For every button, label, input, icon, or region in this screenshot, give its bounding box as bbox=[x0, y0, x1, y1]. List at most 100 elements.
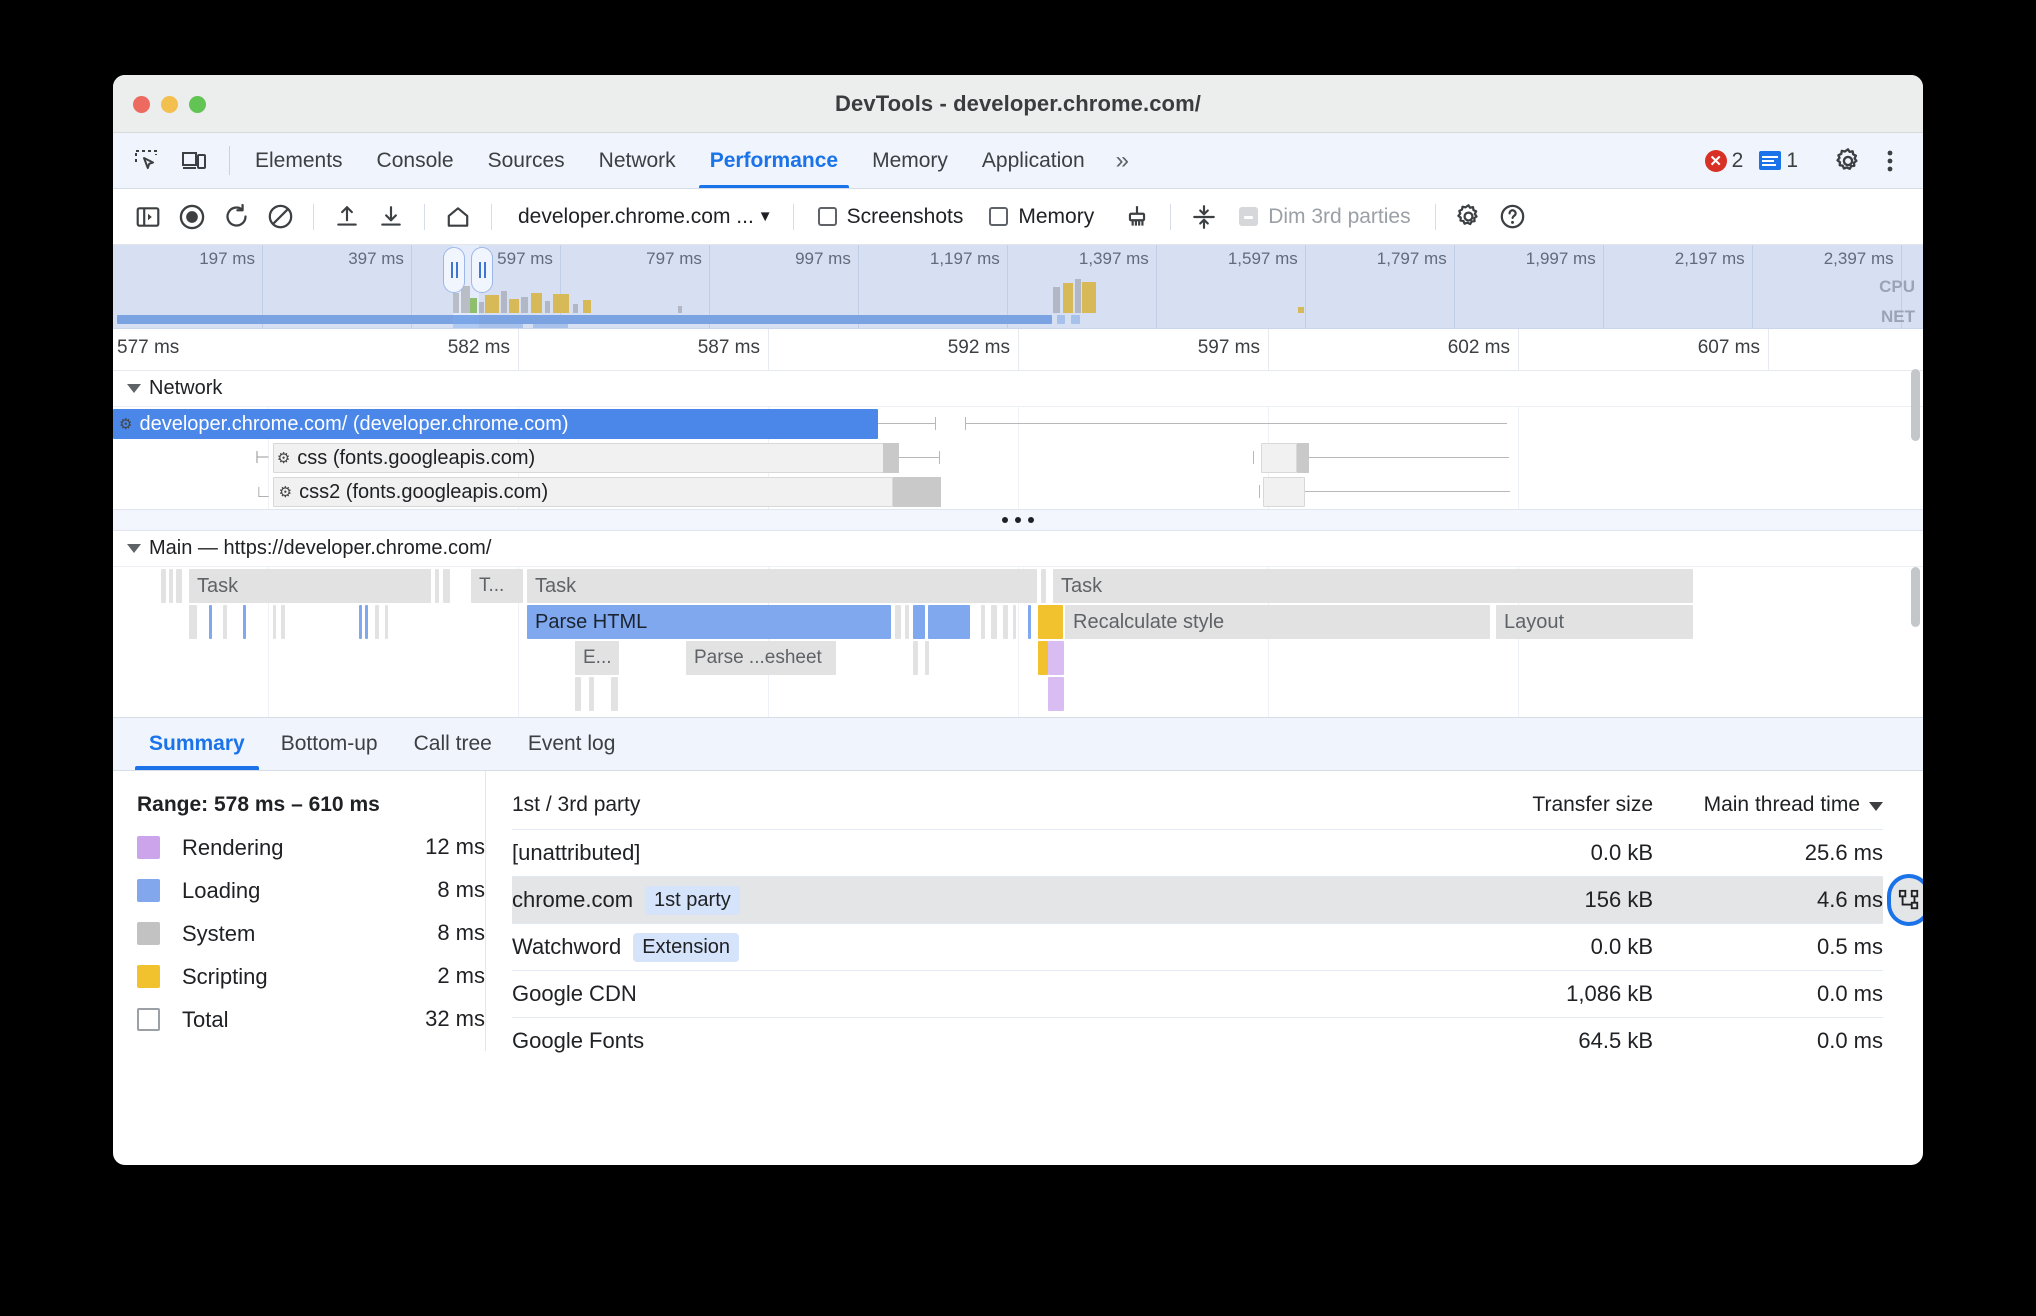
flame-event-task[interactable]: Task bbox=[189, 569, 431, 603]
legend-row-loading[interactable]: Loading 8 ms bbox=[137, 869, 485, 912]
checkbox-box bbox=[989, 207, 1009, 226]
ruler-tick-label: 582 ms bbox=[447, 337, 510, 358]
main-thread-time: 25.6 ms bbox=[1804, 840, 1883, 865]
kebab-menu-icon[interactable] bbox=[1871, 142, 1909, 180]
network-scrollbar-thumb[interactable] bbox=[1911, 369, 1920, 441]
tab-event-log[interactable]: Event log bbox=[527, 732, 616, 755]
column-header-main-thread-time[interactable]: Main thread time bbox=[1653, 793, 1883, 817]
flame-event-parse-html[interactable]: Parse HTML bbox=[527, 605, 891, 639]
more-tabs-icon[interactable]: » bbox=[1115, 146, 1129, 174]
collect-garbage-icon[interactable] bbox=[1116, 197, 1158, 237]
table-row[interactable]: [unattributed] 0.0 kB 25.6 ms bbox=[512, 829, 1883, 876]
table-row[interactable]: chrome.com 1st party 156 kB 4.6 ms bbox=[512, 876, 1923, 923]
table-row[interactable]: Watchword Extension 0.0 kB 0.5 ms bbox=[512, 923, 1883, 970]
party-name: chrome.com 1st party bbox=[512, 885, 1423, 915]
legend-value: 8 ms bbox=[437, 920, 485, 945]
recording-select[interactable]: developer.chrome.com ... ▼ bbox=[504, 205, 781, 229]
sidebar-toggle-icon[interactable] bbox=[127, 197, 169, 237]
network-request-label: ⚙ developer.chrome.com/ (developer.chrom… bbox=[119, 412, 569, 435]
flame-event-task[interactable]: Task bbox=[527, 569, 1037, 603]
main-track-header[interactable]: Main — https://developer.chrome.com/ bbox=[113, 531, 1923, 567]
tab-sources[interactable]: Sources bbox=[487, 148, 565, 172]
ruler-gridline bbox=[518, 329, 519, 370]
flame-event-task[interactable]: Task bbox=[1053, 569, 1693, 603]
overview-tick-label: 1,997 ms bbox=[1525, 249, 1596, 268]
overview-gridlines: 197 ms 397 ms 597 ms 797 ms 997 ms 1,197 ms 1,… bbox=[113, 245, 1923, 328]
cpu-overview-graph bbox=[113, 273, 1923, 313]
network-track-header[interactable]: Network bbox=[113, 371, 1923, 407]
gear-icon[interactable] bbox=[1448, 197, 1490, 237]
network-request-label: ⊢ ⚙ css (fonts.googleapis.com) bbox=[255, 446, 536, 469]
overview-tick-label: 997 ms bbox=[795, 249, 851, 268]
clear-icon[interactable] bbox=[259, 197, 301, 237]
party-name: Watchword Extension bbox=[512, 932, 1423, 962]
close-window-button[interactable] bbox=[133, 96, 150, 113]
total-swatch bbox=[137, 1008, 160, 1031]
download-icon[interactable] bbox=[370, 197, 412, 237]
third-party-table: 1st / 3rd party Transfer size Main threa… bbox=[485, 771, 1923, 1053]
tree-connector-icon: ∟ bbox=[255, 482, 272, 501]
overview-gridline bbox=[559, 245, 561, 328]
tab-elements[interactable]: Elements bbox=[255, 148, 343, 172]
table-row[interactable]: Google CDN 1,086 kB 0.0 ms bbox=[512, 970, 1883, 1017]
tab-memory[interactable]: Memory bbox=[872, 148, 948, 172]
flame-event-parse-stylesheet[interactable]: Parse ...esheet bbox=[686, 641, 836, 675]
help-icon[interactable] bbox=[1492, 197, 1534, 237]
upload-icon[interactable] bbox=[326, 197, 368, 237]
tab-call-tree[interactable]: Call tree bbox=[413, 732, 492, 755]
dim-third-parties-checkbox[interactable]: Dim 3rd parties bbox=[1227, 205, 1422, 229]
legend-value: 2 ms bbox=[437, 963, 485, 988]
minimize-window-button[interactable] bbox=[161, 96, 178, 113]
overview-window-handle-left[interactable] bbox=[443, 247, 465, 293]
network-request-row[interactable]: ⊢ ⚙ css (fonts.googleapis.com) bbox=[113, 441, 1923, 475]
maximize-window-button[interactable] bbox=[189, 96, 206, 113]
inspect-element-icon[interactable] bbox=[127, 142, 165, 180]
tab-application[interactable]: Application bbox=[981, 148, 1085, 172]
transfer-size: 1,086 kB bbox=[1566, 981, 1653, 1006]
network-request-row[interactable]: ∟ ⚙ css2 (fonts.googleapis.com) bbox=[113, 475, 1923, 509]
toolbar-divider-3 bbox=[491, 203, 492, 230]
net-track-label: NET bbox=[1881, 307, 1915, 326]
memory-checkbox[interactable]: Memory bbox=[977, 205, 1106, 229]
reload-record-icon[interactable] bbox=[215, 197, 257, 237]
overview-tick-label: 1,797 ms bbox=[1376, 249, 1447, 268]
legend-row-system[interactable]: System 8 ms bbox=[137, 912, 485, 955]
main-scrollbar-thumb[interactable] bbox=[1911, 567, 1920, 627]
flame-event-e[interactable]: E... bbox=[575, 641, 619, 675]
table-row[interactable]: Google Fonts 64.5 kB 0.0 ms bbox=[512, 1017, 1883, 1064]
column-header-transfer-size[interactable]: Transfer size bbox=[1532, 793, 1653, 816]
transfer-size: 0.0 kB bbox=[1590, 934, 1653, 959]
tab-summary[interactable]: Summary bbox=[131, 718, 263, 770]
device-toolbar-icon[interactable] bbox=[175, 142, 213, 180]
ruler-tick-label: 592 ms bbox=[947, 337, 1010, 358]
overview-tick-label: 797 ms bbox=[646, 249, 702, 268]
flame-event-recalculate-style[interactable]: Recalculate style bbox=[1065, 605, 1490, 639]
message-counter[interactable]: 1 bbox=[1753, 149, 1804, 173]
show-third-party-tree-icon[interactable] bbox=[1891, 878, 1923, 922]
track-expander[interactable] bbox=[113, 509, 1923, 531]
column-header-name[interactable]: 1st / 3rd party bbox=[512, 793, 641, 816]
network-request-row[interactable]: ⚙ developer.chrome.com/ (developer.chrom… bbox=[113, 407, 1923, 441]
window-titlebar: DevTools - developer.chrome.com/ bbox=[113, 75, 1923, 133]
gear-icon[interactable] bbox=[1829, 142, 1867, 180]
flame-event-task-short[interactable]: T... bbox=[471, 569, 523, 603]
tab-performance[interactable]: Performance bbox=[693, 133, 855, 188]
record-icon[interactable] bbox=[171, 197, 213, 237]
legend-row-rendering[interactable]: Rendering 12 ms bbox=[137, 826, 485, 869]
screenshots-checkbox[interactable]: Screenshots bbox=[806, 205, 976, 229]
tab-bottom-up[interactable]: Bottom-up bbox=[280, 732, 378, 755]
overview-dimmer-right bbox=[479, 245, 1923, 328]
window-title: DevTools - developer.chrome.com/ bbox=[835, 90, 1201, 116]
timeline-overview[interactable]: 197 ms 397 ms 597 ms 797 ms 997 ms 1,197 ms 1,… bbox=[113, 245, 1923, 329]
legend-row-scripting[interactable]: Scripting 2 ms bbox=[137, 955, 485, 998]
vertical-collapse-icon[interactable] bbox=[1183, 197, 1225, 237]
main-flame-chart[interactable]: Task T... Task Task Parse HTML bbox=[113, 567, 1923, 717]
ruler-tick-label: 587 ms bbox=[697, 337, 760, 358]
party-name: Google CDN bbox=[512, 981, 637, 1006]
tab-network[interactable]: Network bbox=[598, 148, 676, 172]
error-counter[interactable]: ✕ 2 bbox=[1699, 149, 1750, 173]
flame-event-layout[interactable]: Layout bbox=[1496, 605, 1693, 639]
home-icon[interactable] bbox=[437, 197, 479, 237]
tab-console[interactable]: Console bbox=[376, 148, 454, 172]
overview-window-handle-right[interactable] bbox=[471, 247, 493, 293]
